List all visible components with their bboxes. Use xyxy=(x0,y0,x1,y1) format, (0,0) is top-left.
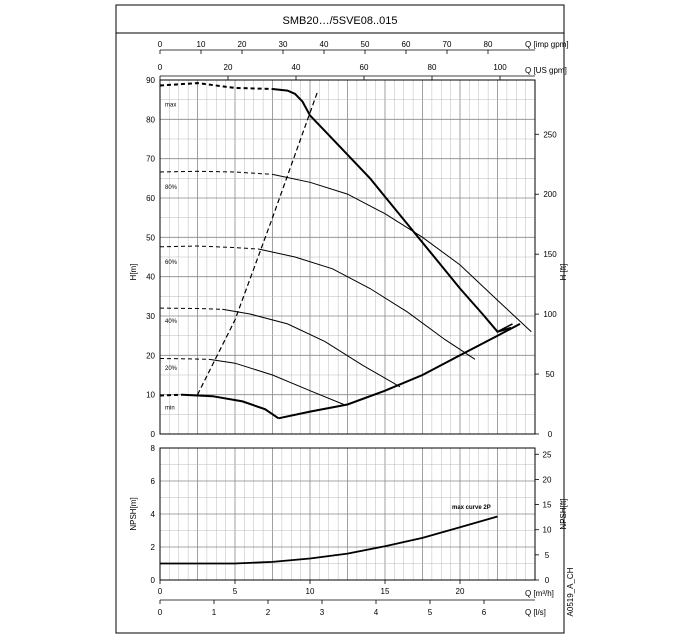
imp-gpm-tick-label: 0 xyxy=(158,40,163,49)
head-ytick-label: 90 xyxy=(146,76,155,85)
top-axis-us-label: Q [US gpm] xyxy=(525,66,567,75)
top-axis-imp-label: Q [imp gpm] xyxy=(525,40,569,49)
npsh-ft-tick-label: 10 xyxy=(543,526,552,535)
speed-label-max: max xyxy=(165,103,176,109)
npsh-ytick-label: 8 xyxy=(151,444,156,453)
head-panel-frame xyxy=(159,79,536,435)
imp-gpm-tick-label: 60 xyxy=(402,40,411,49)
head-ft-tick-label: 0 xyxy=(548,430,553,439)
curve-dashed-5 xyxy=(159,393,183,397)
imp-gpm-tick-label: 30 xyxy=(279,40,288,49)
curve-dashed-1 xyxy=(159,170,273,175)
head-ytick-label: 40 xyxy=(146,273,155,282)
curve-dashed-4 xyxy=(159,358,209,360)
head-ytick-label: 70 xyxy=(146,155,155,164)
curve-solid-0 xyxy=(272,88,512,333)
ls-tick-label: 2 xyxy=(266,608,271,617)
head-ytick-label: 60 xyxy=(146,194,155,203)
curve-dashed-2 xyxy=(159,245,260,250)
us-gpm-tick-label: 20 xyxy=(224,63,233,72)
end-limit-line xyxy=(497,323,513,333)
speed-label-60pct: 60% xyxy=(165,260,178,266)
npsh-ft-tick-label: 5 xyxy=(545,551,550,560)
curves xyxy=(159,82,532,565)
curve-solid-3 xyxy=(222,308,401,388)
m3h-tick-label: 0 xyxy=(158,587,163,596)
drawing-code: A0519_A_CH xyxy=(566,567,575,616)
head-ft-tick-label: 50 xyxy=(546,370,555,379)
outer-frame xyxy=(115,4,565,634)
curve-labels: max 80% 60% 40% 20% min xyxy=(165,103,178,412)
us-gpm-tick-label: 0 xyxy=(158,63,163,72)
m3h-tick-label: 20 xyxy=(456,587,465,596)
head-ft-tick-label: 250 xyxy=(543,130,557,139)
ls-tick-label: 6 xyxy=(482,608,487,617)
head-ft-tick-label: 100 xyxy=(543,310,557,319)
head-ytick-label: 80 xyxy=(146,115,155,124)
us-gpm-tick-label: 40 xyxy=(292,63,301,72)
speed-label-min: min xyxy=(165,405,175,411)
npsh-ytick-label: 6 xyxy=(151,477,156,486)
ls-tick-label: 5 xyxy=(428,608,433,617)
m3h-tick-label: 10 xyxy=(306,587,315,596)
m3h-tick-label: 5 xyxy=(233,587,238,596)
curve-solid-2 xyxy=(258,248,476,360)
us-gpm-tick-label: 60 xyxy=(360,63,369,72)
npsh-curve-label: max curve 2P xyxy=(452,505,491,511)
curve-solid-4 xyxy=(208,358,344,405)
head-ytick-label: 10 xyxy=(146,391,155,400)
head-ytick-label: 20 xyxy=(146,351,155,360)
ls-tick-label: 1 xyxy=(212,608,217,617)
npsh-curve xyxy=(160,515,498,565)
m3h-tick-label: 15 xyxy=(381,587,390,596)
speed-label-40pct: 40% xyxy=(165,319,178,325)
speed-label-80pct: 80% xyxy=(165,185,178,191)
curve-dashed-0 xyxy=(159,82,273,90)
imp-gpm-tick-label: 50 xyxy=(361,40,370,49)
head-ytick-label: 30 xyxy=(146,312,155,321)
npsh-ft-tick-label: 0 xyxy=(545,576,550,585)
curve-solid-5 xyxy=(182,393,280,420)
npsh-ylabel-right: NPSH[ft] xyxy=(559,498,568,529)
us-gpm-tick-label: 80 xyxy=(428,63,437,72)
x-axis-m3h-label: Q [m³/h] xyxy=(525,589,554,598)
npsh-ft-tick-label: 15 xyxy=(543,501,552,510)
head-ylabel-right: H [ft] xyxy=(559,264,568,281)
chart-title: SMB20…/5SVE08..015 xyxy=(283,15,398,27)
ls-tick-label: 4 xyxy=(374,608,379,617)
us-gpm-tick-label: 100 xyxy=(493,63,507,72)
npsh-ytick-label: 0 xyxy=(151,576,156,585)
head-ytick-label: 50 xyxy=(146,233,155,242)
npsh-ft-tick-label: 25 xyxy=(543,450,552,459)
npsh-panel-frame xyxy=(159,447,536,581)
curve-solid-6 xyxy=(278,323,521,420)
dashed-boundary-line xyxy=(196,91,319,395)
npsh-ytick-label: 4 xyxy=(151,510,156,519)
x-axis-ls-label: Q [l/s] xyxy=(525,608,546,617)
npsh-ylabel-left: NPSH[m] xyxy=(129,497,138,530)
npsh-ytick-label: 2 xyxy=(151,543,156,552)
imp-gpm-tick-label: 80 xyxy=(484,40,493,49)
axes xyxy=(159,49,539,604)
speed-label-20pct: 20% xyxy=(165,366,178,372)
imp-gpm-tick-label: 70 xyxy=(443,40,452,49)
npsh-ft-tick-label: 20 xyxy=(543,475,552,484)
head-ft-tick-label: 150 xyxy=(543,250,557,259)
ls-tick-label: 0 xyxy=(158,608,163,617)
imp-gpm-tick-label: 10 xyxy=(197,40,206,49)
ls-tick-label: 3 xyxy=(320,608,325,617)
imp-gpm-tick-label: 20 xyxy=(238,40,247,49)
head-ylabel-left: H[m] xyxy=(129,264,138,281)
imp-gpm-tick-label: 40 xyxy=(320,40,329,49)
head-ft-tick-label: 200 xyxy=(543,190,557,199)
curve-solid-1 xyxy=(272,173,532,333)
head-ytick-label: 0 xyxy=(151,430,156,439)
curve-dashed-3 xyxy=(159,307,223,310)
